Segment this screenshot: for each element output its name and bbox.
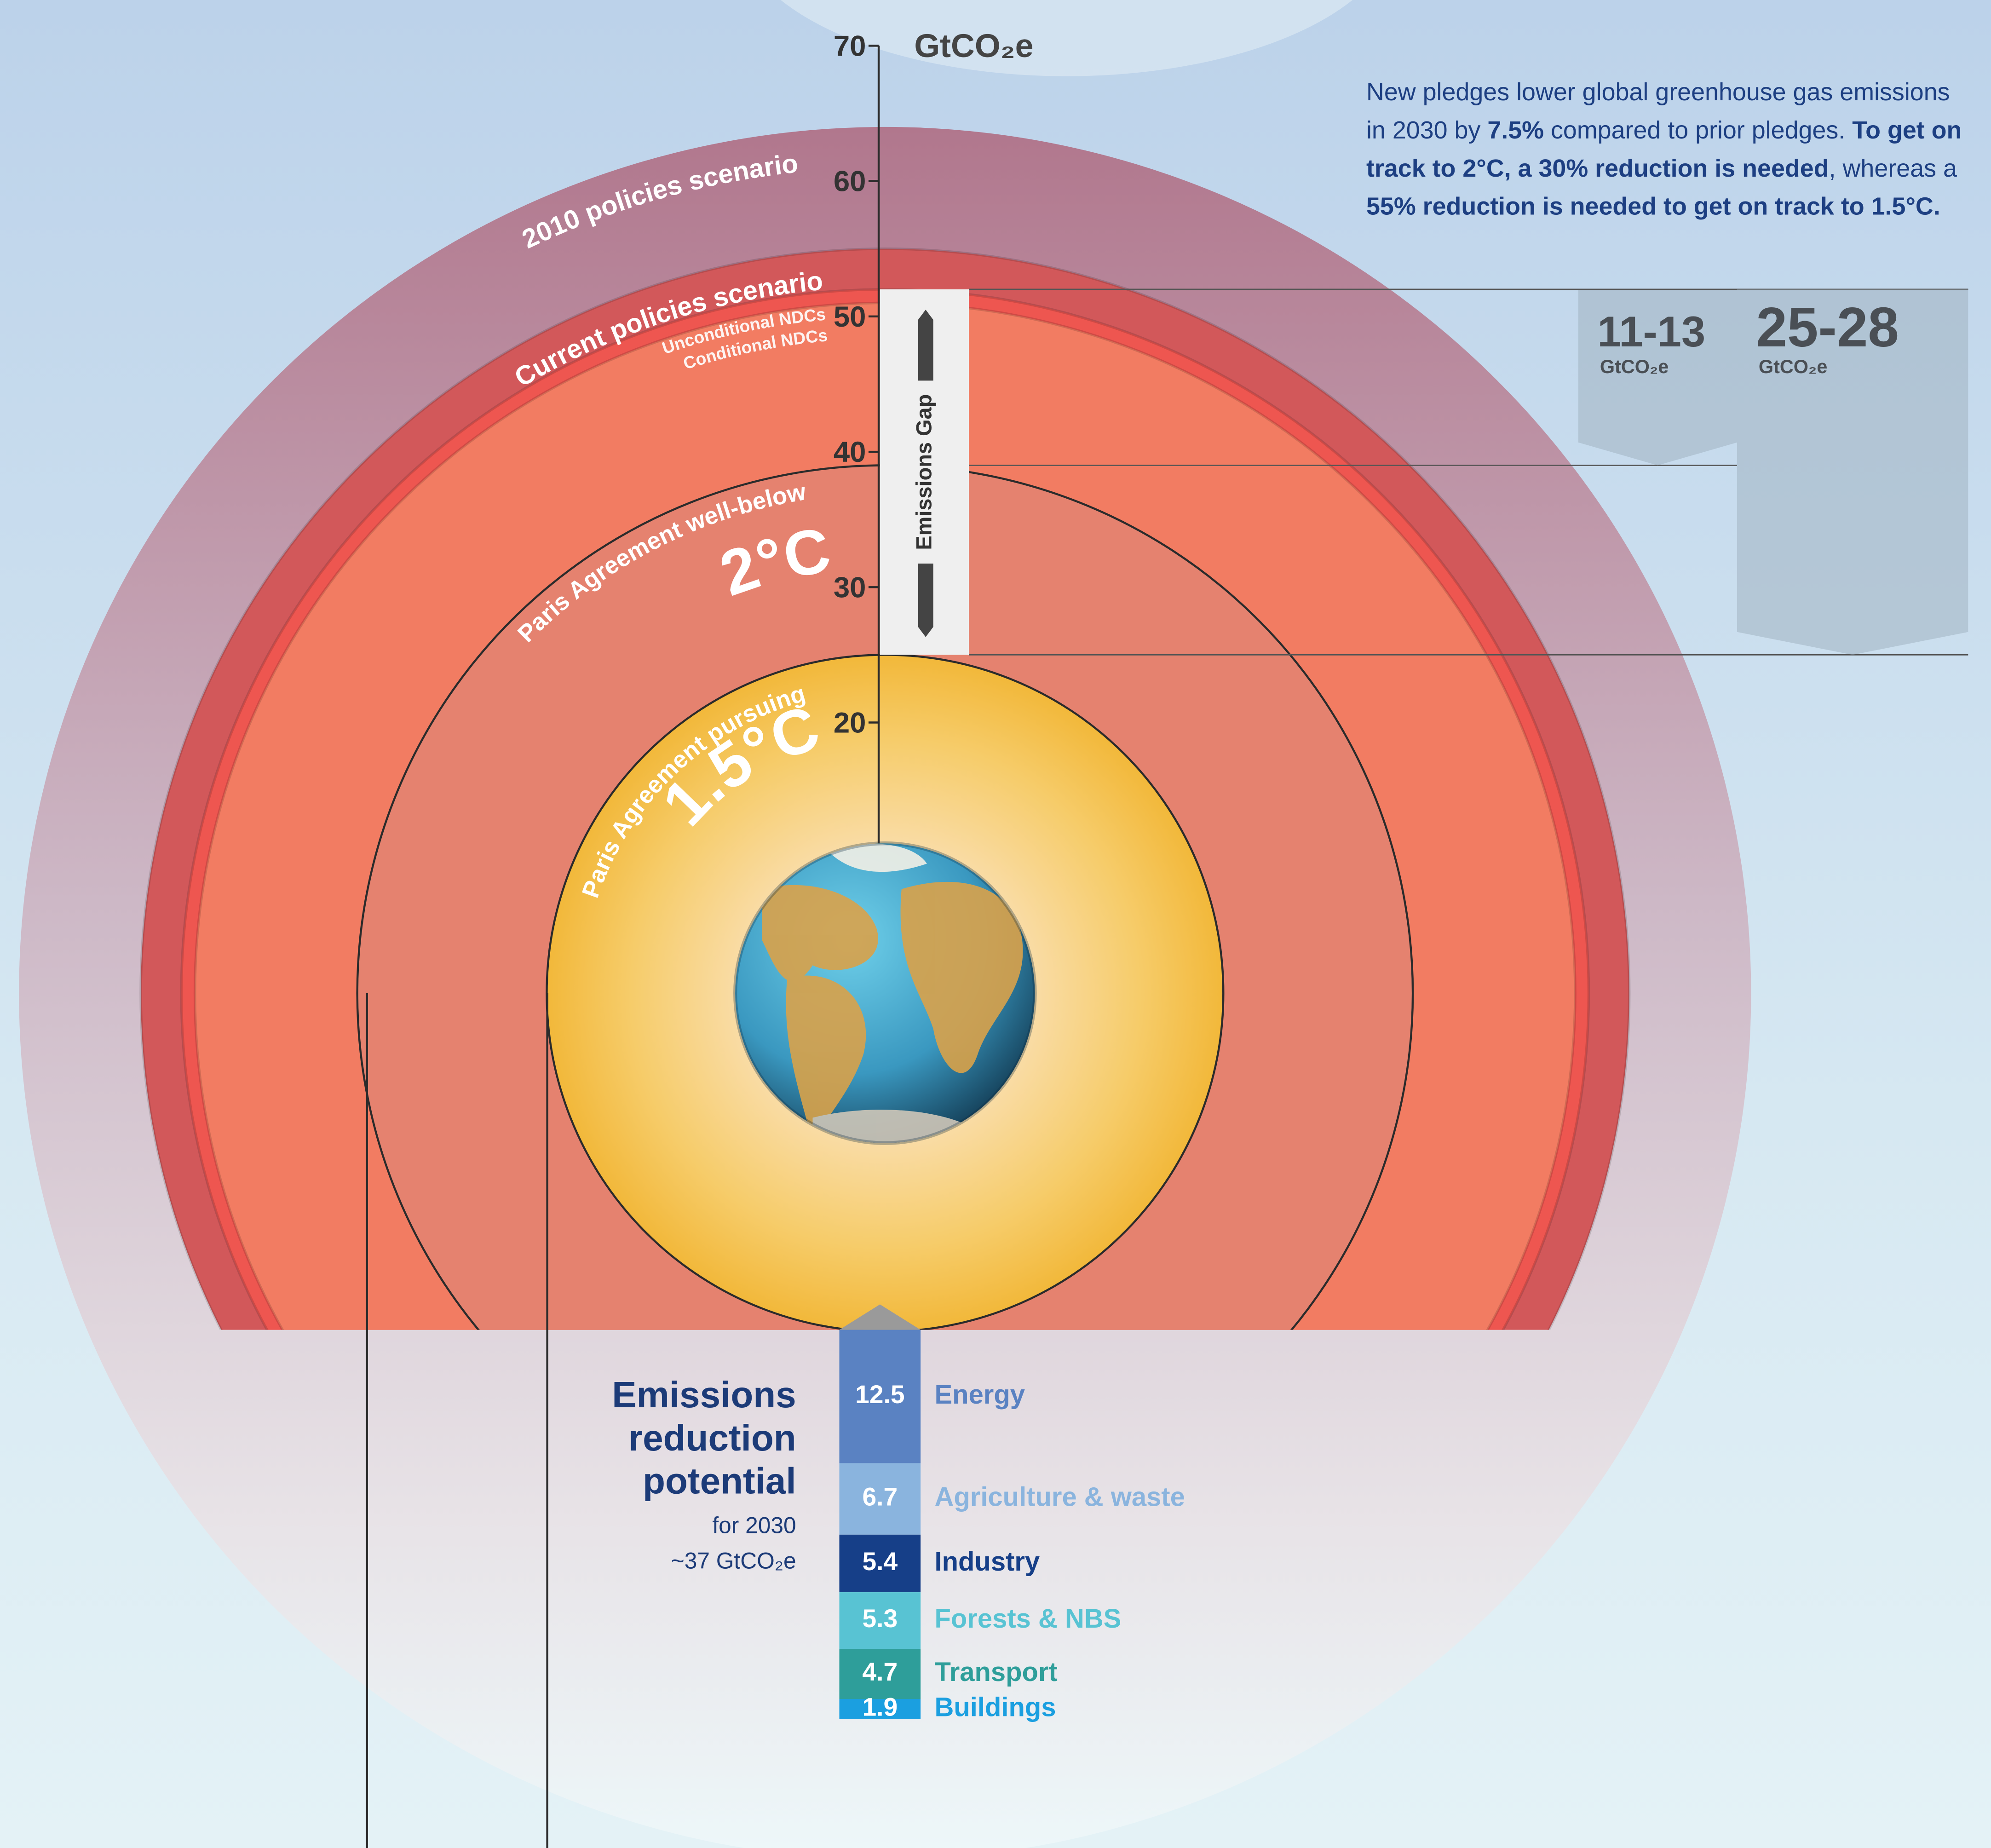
gap-arrow [918, 563, 933, 637]
bar-segment [839, 1463, 921, 1535]
category-label: Energy [935, 1380, 1025, 1410]
y-tick-label: 60 [834, 166, 866, 198]
chart-title: Emissions reduction potential [612, 1374, 796, 1502]
note: New pledges lower global greenhouse gas … [1366, 74, 1976, 226]
y-tick-label: 20 [834, 707, 866, 739]
bar-segment [839, 1330, 921, 1463]
bar-segment [839, 1534, 921, 1593]
value-axis: 20 30 40 50 60 70 GtCO₂e [834, 28, 1033, 844]
category-label: Buildings [935, 1693, 1056, 1722]
total-label: ~37 GtCO₂e [671, 1548, 796, 1574]
bar-segment [839, 1648, 921, 1699]
note-text: compared to prior pledges. [1544, 116, 1853, 145]
reduction-chart: 12.5 Energy 6.7 Agriculture & waste 5.4 Indus… [612, 1304, 1185, 1722]
annotation-unit: GtCO₂e [1600, 356, 1669, 377]
category-label: Transport [935, 1658, 1058, 1687]
bar-segment [839, 1698, 921, 1720]
axis-title: GtCO₂e [914, 28, 1033, 64]
annotation-value: 11-13 [1597, 307, 1705, 356]
bar-segment [839, 1592, 921, 1649]
bar-value-label: 12.5 [855, 1380, 904, 1409]
background-glow [781, 0, 1352, 76]
gap-label: Emissions Gap [912, 394, 936, 550]
y-tick-label: 30 [834, 571, 866, 604]
bar-value-label: 5.4 [862, 1547, 898, 1576]
annotation-box [1737, 289, 1968, 655]
y-tick-label: 50 [834, 301, 866, 333]
earth [733, 841, 1037, 1145]
note-box: New pledges lower global greenhouse gas … [1366, 74, 1976, 226]
category-label: Industry [935, 1547, 1040, 1577]
y-tick-label: 70 [834, 30, 866, 62]
annotation-unit: GtCO₂e [1759, 356, 1827, 377]
bar-value-label: 5.3 [862, 1604, 898, 1633]
note-text: New pledges lower global greenhouse gas … [1366, 79, 1950, 145]
annotation-value: 25-28 [1756, 296, 1899, 358]
category-label: Agriculture & waste [935, 1482, 1185, 1512]
gap-arrow [918, 310, 933, 381]
category-label: Forests & NBS [935, 1604, 1122, 1634]
bar-pointer [839, 1304, 921, 1330]
note-text: , whereas a [1829, 155, 1957, 183]
note-text: 7.5% [1487, 116, 1544, 145]
bar-value-label: 6.7 [862, 1483, 898, 1511]
note-text: 55% reduction is needed to get on track … [1366, 193, 1940, 221]
chart-subtitle: for 2030 [712, 1512, 796, 1538]
bar-value-label: 1.9 [862, 1693, 898, 1721]
note-text: To get on track to 2°C, a 30% reduction … [1366, 116, 1962, 183]
y-tick-label: 40 [834, 436, 866, 468]
bar-value-label: 4.7 [862, 1658, 898, 1686]
annotation-box [1578, 289, 1737, 466]
